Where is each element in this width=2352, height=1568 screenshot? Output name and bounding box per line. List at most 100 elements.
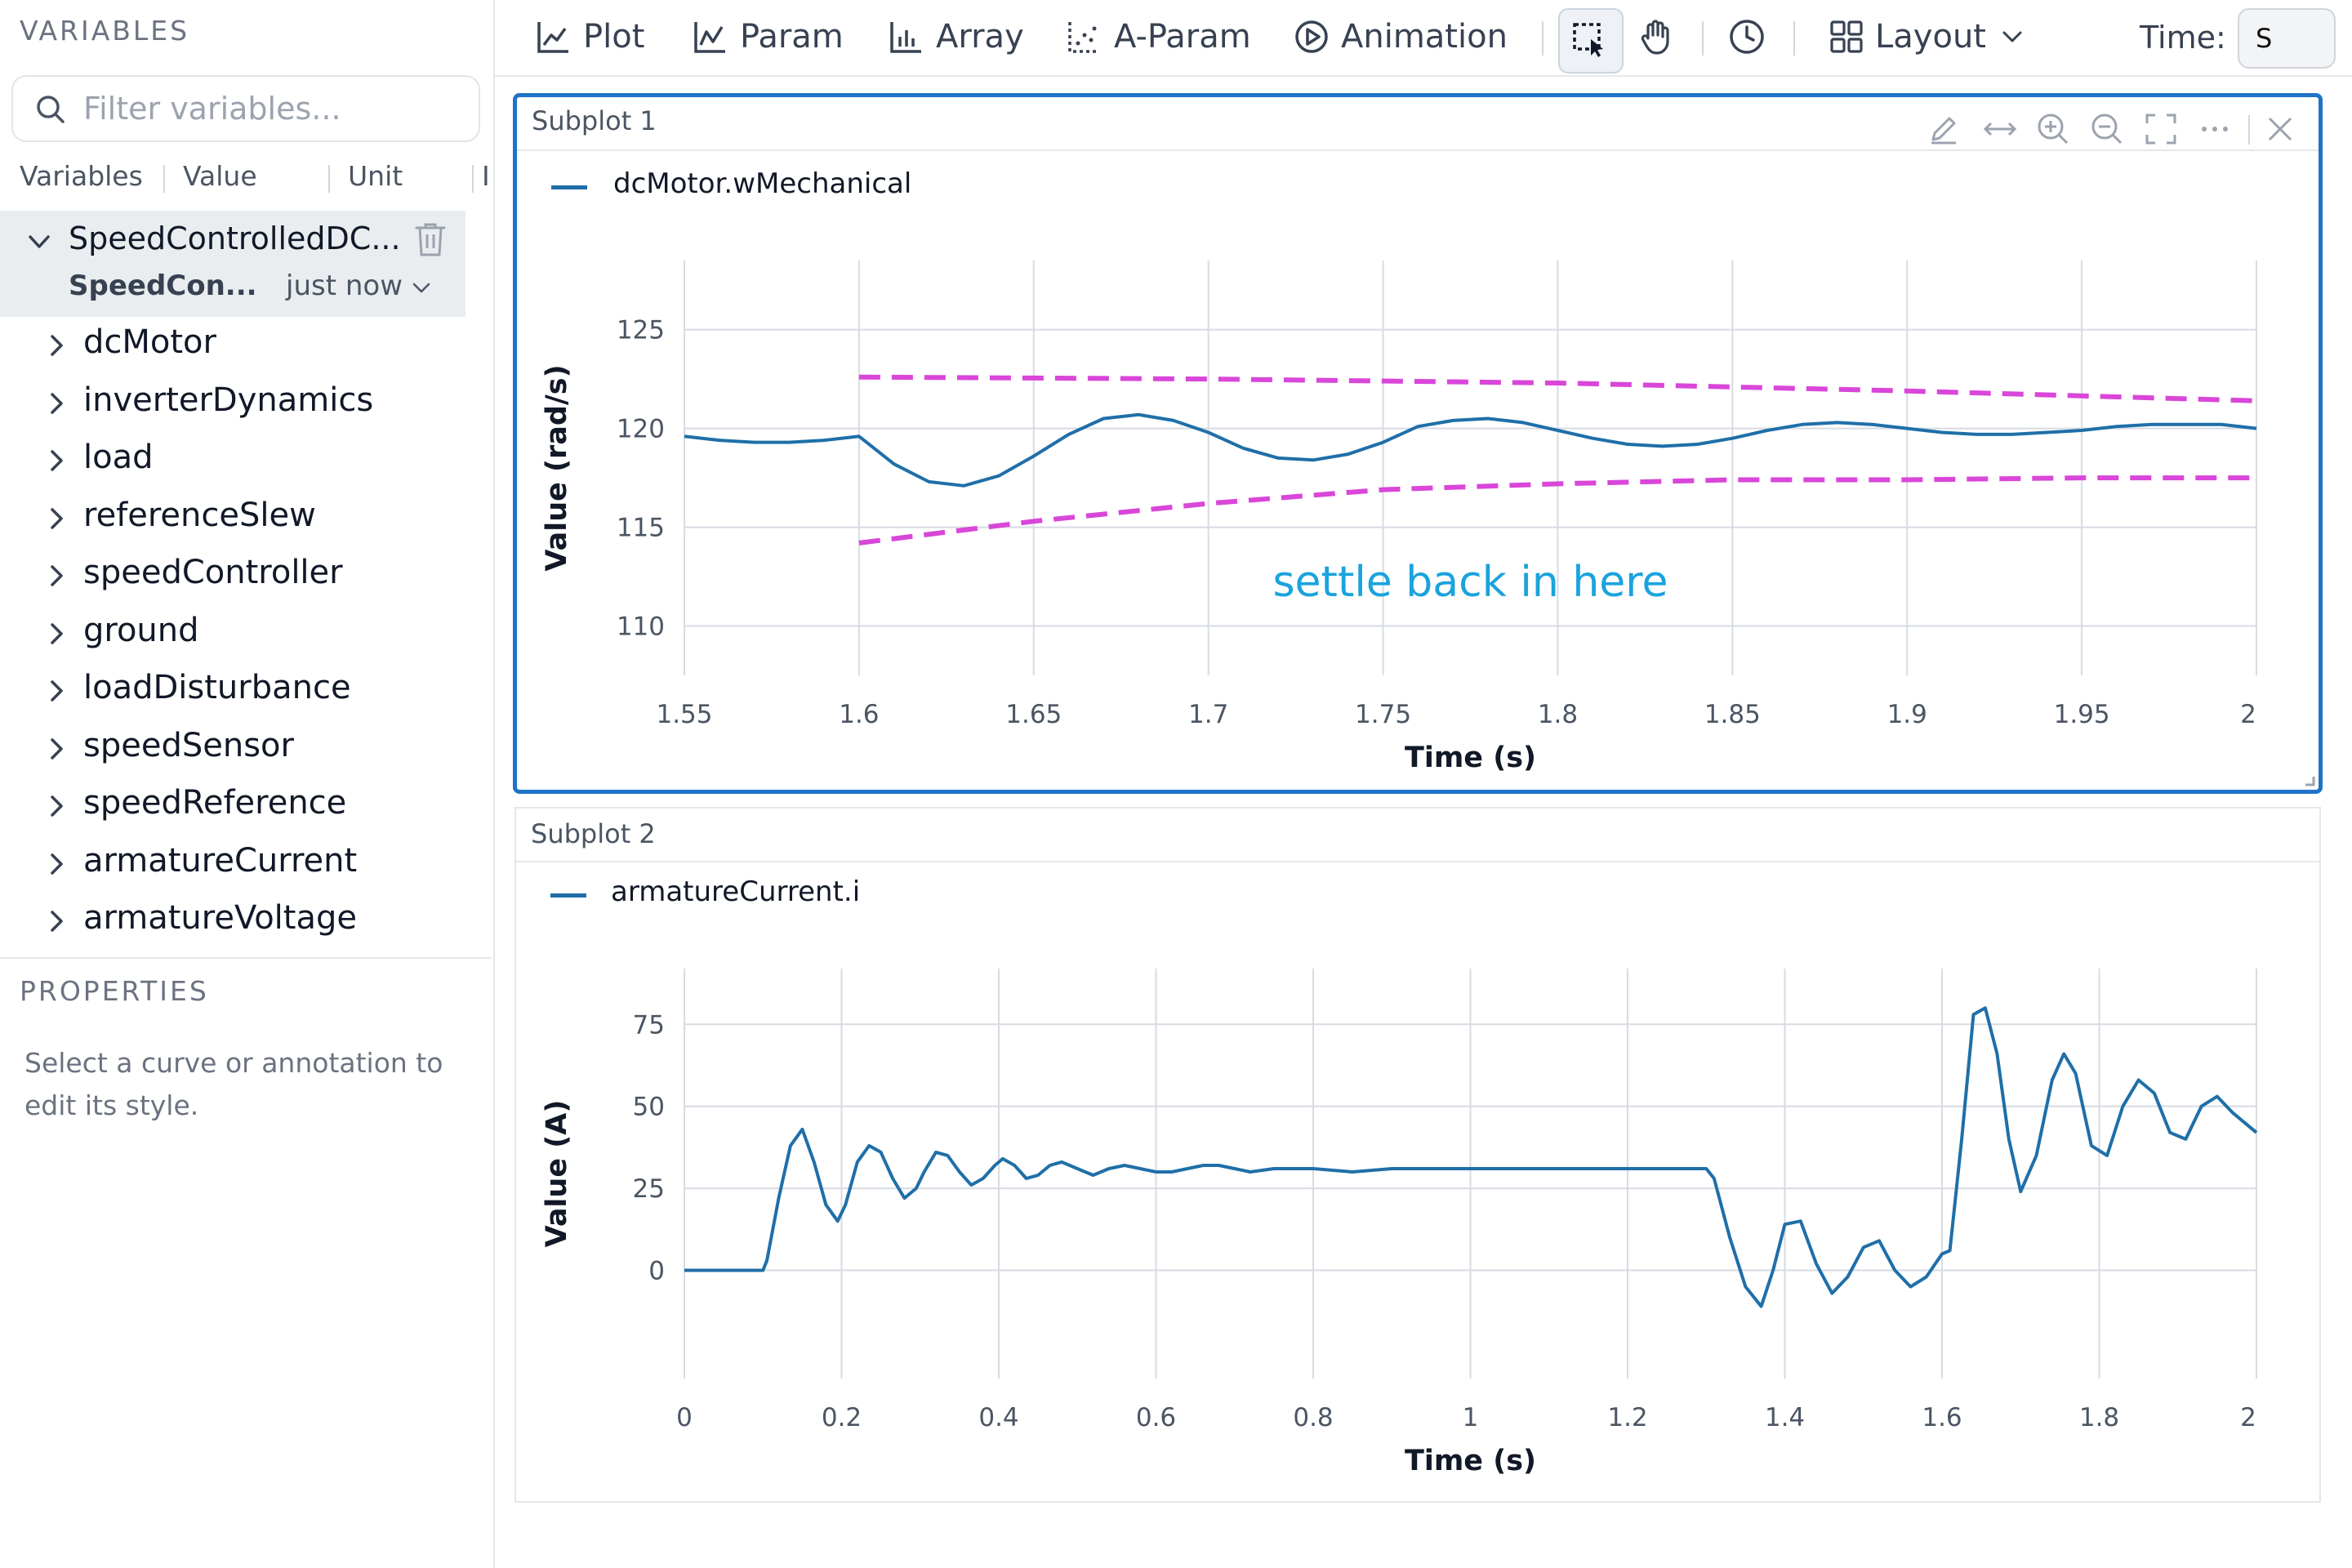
- x-tick-label: 1.2: [1607, 1403, 1647, 1432]
- array-button[interactable]: Array: [889, 10, 1024, 64]
- column-resize-handle[interactable]: [472, 165, 474, 193]
- column-header-variables[interactable]: Variables: [20, 160, 143, 192]
- chevron-right-icon[interactable]: [46, 852, 67, 880]
- subplot-title: Subplot 2: [531, 818, 656, 849]
- play-circle-icon: [1295, 20, 1328, 53]
- column-resize-handle[interactable]: [328, 165, 330, 193]
- chevron-right-icon[interactable]: [46, 679, 67, 706]
- x-tick-label: 1.4: [1765, 1403, 1805, 1432]
- x-tick-label: 0.2: [822, 1403, 862, 1432]
- x-tick-label: 1.85: [1704, 700, 1761, 729]
- column-header-value[interactable]: Value: [183, 160, 257, 192]
- param-label: Param: [740, 18, 844, 56]
- column-header-truncated[interactable]: I: [482, 160, 490, 192]
- subplot-header-divider: [517, 149, 2319, 151]
- model-name: SpeedControlledDC...: [69, 220, 401, 256]
- x-tick-label: 2: [2240, 1403, 2256, 1432]
- plot-button[interactable]: Plot: [536, 10, 644, 64]
- model-result-name: SpeedCon...: [69, 270, 257, 302]
- hand-icon: [1641, 20, 1669, 55]
- close-icon[interactable]: [2263, 112, 2297, 146]
- fit-width-icon[interactable]: [1982, 112, 2018, 146]
- more-options-icon[interactable]: [2198, 112, 2232, 146]
- animation-button[interactable]: Animation: [1294, 10, 1508, 64]
- x-tick-label: 1.55: [656, 700, 712, 729]
- chevron-right-icon[interactable]: [46, 391, 67, 419]
- annotation-text: settle back in here: [1272, 558, 1668, 607]
- y-axis-title: Value (rad/s): [541, 364, 573, 571]
- series-line: [684, 1006, 2258, 1308]
- main-toolbar: Plot Param Array A-Param Animation Layou…: [495, 0, 2352, 77]
- time-input[interactable]: [2238, 8, 2336, 69]
- chevron-down-icon[interactable]: [26, 229, 52, 258]
- a-param-button[interactable]: A-Param: [1067, 10, 1251, 64]
- properties-hint: Select a curve or annotation to edit its…: [24, 1047, 443, 1121]
- tree-item-label: loadDisturbance: [83, 669, 351, 706]
- model-result-time: just now: [286, 270, 403, 302]
- layout-button[interactable]: Layout: [1829, 10, 2024, 64]
- chevron-right-icon[interactable]: [46, 564, 67, 591]
- x-tick-label: 1.75: [1355, 700, 1411, 729]
- tree-item-label: speedSensor: [83, 726, 294, 764]
- chevron-right-icon[interactable]: [46, 909, 67, 937]
- history-button[interactable]: [1728, 10, 1766, 64]
- filter-variables-input[interactable]: [82, 85, 461, 132]
- x-tick-label: 1.8: [1538, 700, 1578, 729]
- y-tick-label: 75: [633, 1010, 665, 1040]
- pan-button[interactable]: [1637, 10, 1676, 64]
- clock-icon: [1730, 20, 1764, 54]
- series-line: [684, 412, 2257, 488]
- column-header-unit[interactable]: Unit: [348, 160, 403, 192]
- x-tick-label: 0.6: [1136, 1403, 1176, 1432]
- properties-section-title: PROPERTIES: [20, 975, 209, 1007]
- x-axis-title: Time (s): [1405, 1445, 1536, 1477]
- line-chart-icon: [537, 22, 568, 53]
- x-tick-label: 0.8: [1293, 1403, 1333, 1432]
- tree-item-label: armatureVoltage: [83, 899, 357, 937]
- subplot-2-chart[interactable]: 0 0.2 0.4 0.6 0.8 1 1.2 1.4 1.6 1.8 2 0 25 50 75 Time (…: [516, 808, 2316, 1498]
- envelope-dashed-line: [858, 475, 2256, 546]
- fullscreen-icon[interactable]: [2144, 112, 2178, 146]
- time-label: Time:: [2140, 20, 2226, 56]
- chevron-right-icon[interactable]: [46, 333, 67, 361]
- x-tick-label: 1: [1463, 1403, 1479, 1432]
- zoom-out-icon[interactable]: [2090, 112, 2124, 146]
- chevron-right-icon[interactable]: [46, 621, 67, 649]
- variables-section-title: VARIABLES: [20, 15, 190, 47]
- x-tick-label: 0: [676, 1403, 693, 1432]
- filter-variables-search[interactable]: [11, 75, 480, 142]
- toolbar-separator: [1793, 21, 1795, 56]
- x-tick-label: 1.9: [1887, 700, 1927, 729]
- subplot-header-divider: [516, 861, 2319, 862]
- layout-label: Layout: [1875, 18, 1986, 56]
- y-tick-label: 0: [648, 1256, 665, 1285]
- chevron-right-icon[interactable]: [46, 448, 67, 476]
- chevron-right-icon[interactable]: [46, 737, 67, 764]
- zoom-in-icon[interactable]: [2036, 112, 2070, 146]
- legend-swatch: [551, 185, 587, 189]
- x-axis-title: Time (s): [1405, 742, 1536, 774]
- legend-label[interactable]: dcMotor.wMechanical: [613, 167, 912, 200]
- tree-item-label: load: [83, 439, 154, 476]
- resize-handle-icon[interactable]: [2302, 773, 2315, 786]
- envelope-dashed-line: [858, 374, 2257, 403]
- trash-icon[interactable]: [413, 220, 448, 261]
- box-select-button[interactable]: [1558, 8, 1624, 74]
- subplot-2-panel[interactable]: Subplot 2 armatureCurrent.i 0 0.2 0.4 0.6 0.…: [514, 807, 2321, 1503]
- tree-item-label: referenceSlew: [83, 496, 316, 534]
- chevron-right-icon[interactable]: [46, 506, 67, 534]
- param-button[interactable]: Param: [693, 10, 844, 64]
- chevron-right-icon[interactable]: [46, 794, 67, 822]
- subplot-1-chart[interactable]: 1.55 1.6 1.65 1.7 1.75 1.8 1.85 1.9 1.95 2 110 115 1…: [517, 97, 2310, 782]
- search-icon: [34, 93, 67, 129]
- subplot-1-panel[interactable]: Subplot 1 dcMotor.wMechanical 1.55 1.6 1.6…: [513, 93, 2323, 794]
- bar-chart-icon: [890, 22, 921, 53]
- legend-label[interactable]: armatureCurrent.i: [611, 875, 861, 908]
- model-result-row[interactable]: SpeedControlledDC... SpeedCon... just no…: [0, 211, 466, 317]
- pencil-icon[interactable]: [1927, 112, 1961, 146]
- animation-label: Animation: [1341, 18, 1508, 56]
- chevron-down-icon[interactable]: [412, 278, 431, 301]
- column-resize-handle[interactable]: [163, 165, 165, 193]
- grid-layout-icon: [1830, 20, 1863, 53]
- x-tick-label: 0.4: [978, 1403, 1018, 1432]
